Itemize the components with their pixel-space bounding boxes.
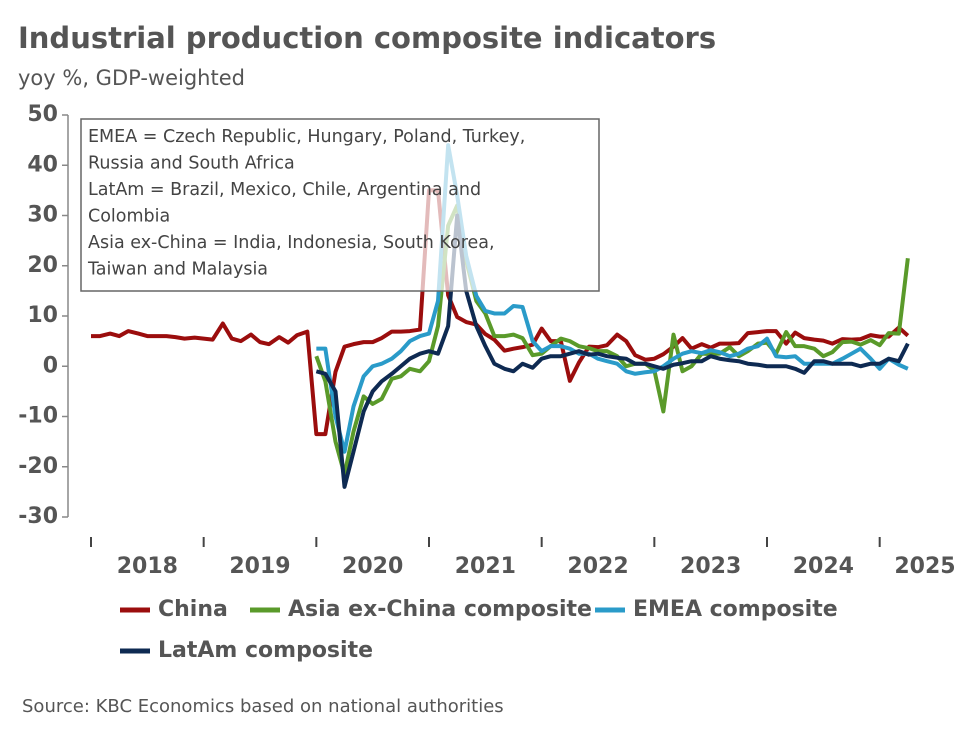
y-tick-label: -20 — [18, 454, 58, 479]
legend-label: EMEA composite — [633, 597, 838, 622]
annotation-text: Russia and South Africa — [88, 154, 295, 174]
series-line — [316, 143, 909, 454]
legend-label: Asia ex-China composite — [288, 597, 592, 622]
x-tick-label: 2023 — [680, 554, 741, 579]
y-tick-label: 50 — [27, 102, 58, 127]
y-tick-label: 30 — [27, 203, 58, 228]
y-tick-label: 0 — [43, 353, 58, 378]
legend-label: LatAm composite — [158, 638, 373, 663]
annotation-text: LatAm = Brazil, Mexico, Chile, Argentina… — [88, 180, 481, 200]
y-tick-label: 10 — [27, 303, 58, 328]
annotation-text: Taiwan and Malaysia — [87, 260, 268, 280]
y-tick-label: 40 — [27, 152, 58, 177]
series-line — [314, 203, 910, 477]
annotation-text: Colombia — [88, 207, 170, 227]
x-tick-label: 2025 — [894, 554, 955, 579]
x-tick-label: 2024 — [793, 554, 854, 579]
annotation-box — [80, 118, 600, 292]
x-tick-label: 2020 — [342, 554, 403, 579]
chart-subtitle: yoy %, GDP-weighted — [18, 66, 245, 90]
annotation-text: Asia ex-China = India, Indonesia, South … — [88, 233, 495, 253]
source: Source: KBC Economics based on national … — [22, 696, 504, 717]
x-tick-label: 2022 — [567, 554, 628, 579]
y-tick-label: 20 — [27, 253, 58, 278]
annotation-text: EMEA = Czech Republic, Hungary, Poland, … — [88, 127, 525, 147]
series-line — [315, 213, 910, 489]
y-tick-label: -30 — [18, 504, 58, 529]
y-tick-label: -10 — [18, 404, 58, 429]
series-line — [91, 188, 910, 437]
legend-label: China — [158, 597, 228, 622]
x-tick-label: 2021 — [455, 554, 516, 579]
x-tick-label: 2018 — [117, 554, 178, 579]
x-tick-label: 2019 — [229, 554, 290, 579]
chart-title: Industrial production composite indicato… — [18, 21, 716, 55]
